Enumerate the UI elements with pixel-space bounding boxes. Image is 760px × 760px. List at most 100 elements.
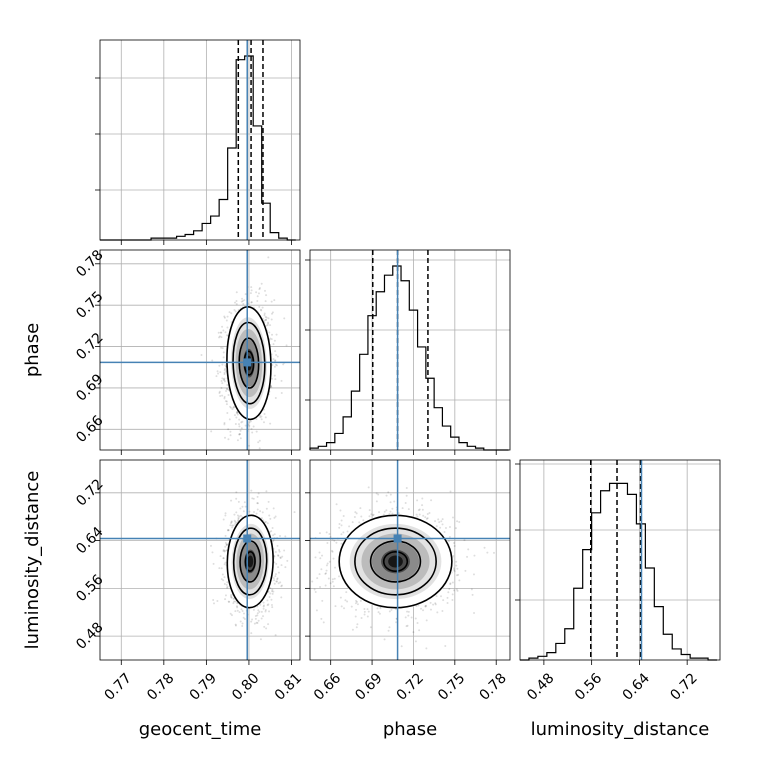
sample-point xyxy=(234,301,237,304)
sample-point xyxy=(406,610,409,613)
sample-point xyxy=(224,400,227,403)
tick-label-x: 0.72 xyxy=(667,670,700,703)
sample-point xyxy=(453,570,456,573)
sample-point xyxy=(229,595,232,598)
sample-point xyxy=(473,554,476,557)
sample-point xyxy=(233,513,236,516)
sample-point xyxy=(225,400,228,403)
sample-point xyxy=(367,610,370,613)
sample-point xyxy=(360,616,363,619)
sample-point xyxy=(280,585,283,588)
sample-point xyxy=(325,564,328,567)
sample-point xyxy=(442,599,445,602)
sample-point xyxy=(334,566,337,569)
sample-point xyxy=(277,554,280,557)
sample-point xyxy=(226,334,229,337)
sample-point xyxy=(320,568,323,571)
sample-point xyxy=(267,322,270,325)
sample-point xyxy=(257,292,260,295)
sample-point xyxy=(238,433,241,436)
sample-point xyxy=(229,612,232,615)
sample-point xyxy=(426,517,429,520)
sample-point xyxy=(261,511,264,514)
sample-point xyxy=(276,544,279,547)
sample-point xyxy=(340,524,343,527)
sample-point xyxy=(220,331,223,334)
sample-point xyxy=(276,577,279,580)
panel-geocent_time-luminosity_distance xyxy=(100,460,300,660)
sample-point xyxy=(456,589,459,592)
sample-point xyxy=(259,510,262,513)
sample-point xyxy=(255,291,258,294)
sample-point xyxy=(277,566,280,569)
sample-point xyxy=(264,450,266,452)
sample-point xyxy=(275,333,278,336)
sample-point xyxy=(441,518,444,521)
sample-point xyxy=(257,441,260,444)
sample-point xyxy=(274,634,277,637)
sample-point xyxy=(368,509,371,512)
sample-point xyxy=(326,562,329,565)
xlabel-geocent-time: geocent_time xyxy=(139,719,262,740)
sample-point xyxy=(226,411,229,414)
sample-point xyxy=(219,555,222,558)
sample-point xyxy=(258,447,261,450)
sample-point xyxy=(436,611,439,614)
sample-point xyxy=(234,423,237,426)
sample-point xyxy=(274,378,277,381)
sample-point xyxy=(225,583,228,586)
sample-point xyxy=(389,510,392,513)
sample-point xyxy=(391,512,394,515)
sample-point xyxy=(211,551,214,554)
sample-point xyxy=(346,600,349,603)
density-level-5 xyxy=(388,555,403,568)
sample-point xyxy=(222,518,225,521)
sample-point xyxy=(269,324,272,327)
sample-point xyxy=(270,318,273,321)
sample-point xyxy=(223,315,226,318)
sample-point xyxy=(252,425,255,428)
sample-point xyxy=(235,300,238,303)
sample-point xyxy=(277,571,280,574)
sample-point xyxy=(441,610,444,613)
sample-point xyxy=(389,493,392,496)
sample-point xyxy=(428,512,431,515)
sample-point xyxy=(406,624,409,627)
sample-point xyxy=(280,564,283,567)
sample-point xyxy=(223,395,226,398)
sample-point xyxy=(242,479,244,481)
sample-point xyxy=(250,301,253,304)
sample-point xyxy=(218,392,221,395)
sample-point xyxy=(276,355,279,358)
sample-point xyxy=(331,580,334,583)
sample-point xyxy=(218,567,221,570)
sample-point xyxy=(401,507,404,510)
sample-point xyxy=(273,374,276,377)
sample-point xyxy=(236,606,239,609)
panel-frame xyxy=(99,459,301,661)
sample-point xyxy=(259,416,262,419)
sample-point xyxy=(230,596,233,599)
sample-point xyxy=(265,294,268,297)
sample-point xyxy=(279,556,282,559)
sample-point xyxy=(266,522,269,525)
sample-point xyxy=(325,531,328,534)
sample-point xyxy=(222,557,225,560)
sample-point xyxy=(235,511,238,514)
sample-point xyxy=(360,515,363,518)
sample-point xyxy=(269,587,272,590)
sample-point xyxy=(215,375,218,378)
tick-label-x: 0.77 xyxy=(102,670,135,703)
sample-point xyxy=(227,428,230,431)
sample-point xyxy=(279,581,282,584)
sample-point xyxy=(233,600,236,603)
sample-point xyxy=(259,638,262,641)
sample-point xyxy=(302,554,304,556)
sample-point xyxy=(377,611,380,614)
sample-point xyxy=(200,353,203,356)
sample-point xyxy=(238,425,241,428)
sample-point xyxy=(262,605,265,608)
sample-point xyxy=(425,619,428,622)
sample-point xyxy=(281,584,284,587)
sample-point xyxy=(235,291,238,294)
